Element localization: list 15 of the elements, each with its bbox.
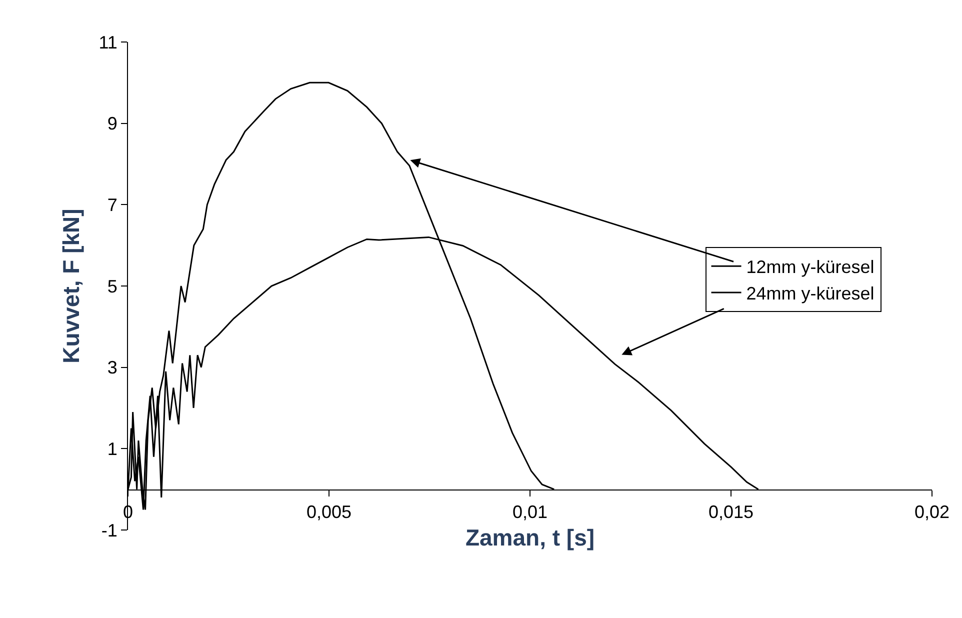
x-tick-label: 0,01	[512, 502, 548, 522]
y-tick-label: 11	[98, 32, 118, 52]
x-axis-title: Zaman, t [s]	[465, 524, 595, 551]
y-axis-title: Kuvvet, F [kN]	[58, 208, 84, 364]
y-tick-label: 9	[107, 114, 118, 134]
legend-label: 24mm y-küresel	[746, 284, 874, 304]
y-tick-label: -1	[101, 520, 118, 540]
x-tick-label: 0,015	[708, 502, 754, 522]
x-tick-label: 0,005	[306, 502, 352, 522]
x-tick-label: 0,02	[914, 502, 950, 522]
legend-label: 12mm y-küresel	[746, 257, 874, 278]
y-tick-label: 1	[107, 438, 118, 459]
y-tick-label: 7	[107, 194, 118, 215]
y-tick-label: 5	[107, 276, 118, 296]
y-tick-label: 3	[107, 358, 118, 378]
